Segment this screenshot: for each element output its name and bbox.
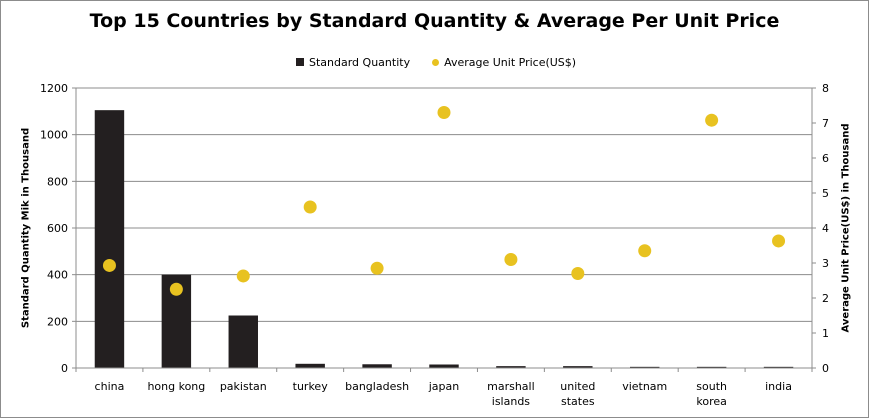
y-right-tick-label: 5: [822, 187, 829, 200]
x-tick-label: united states: [560, 380, 595, 408]
x-tick-label: china: [95, 380, 125, 393]
dot-layer: [102, 106, 786, 296]
chart-legend: Standard Quantity Average Unit Price(US$…: [296, 55, 598, 69]
y-right-tick-label: 2: [822, 292, 829, 305]
legend-entry-price: Average Unit Price(US$): [432, 56, 576, 69]
price-point-pakistan: [236, 269, 250, 283]
bar-united-states: [563, 366, 593, 368]
x-tick-label: hong kong: [147, 380, 205, 393]
y-left-tick-label: 1000: [40, 129, 68, 142]
legend-label-price: Average Unit Price(US$): [444, 55, 577, 69]
bar-bangladesh: [362, 364, 392, 368]
grid-layer: [76, 87, 812, 322]
bar-pakistan: [228, 315, 258, 368]
bar-japan: [429, 364, 459, 368]
y-right-tick-label: 3: [822, 257, 829, 270]
bar-china: [94, 110, 125, 369]
y-right-tick-label: 7: [822, 117, 829, 130]
y-left-tick-label: 0: [61, 362, 68, 375]
price-point-bangladesh: [370, 261, 384, 275]
y-right-tick-label: 1: [822, 327, 829, 340]
tick-layer: 0 200 400 600 800 1000 1200 0 1 2 3 4 5 6 7 8 china hong …: [40, 82, 829, 408]
x-tick-label: south korea: [696, 380, 727, 408]
x-tick-label: turkey: [293, 380, 329, 393]
bar-turkey: [295, 363, 325, 368]
y-left-tick-label: 200: [47, 315, 68, 328]
y-right-tick-label: 4: [822, 222, 829, 235]
legend-label-quantity: Standard Quantity: [309, 55, 411, 69]
price-point-china: [102, 258, 116, 272]
x-tick-label: pakistan: [220, 380, 267, 393]
bar-south-korea: [696, 366, 727, 368]
y-right-tick-label: 8: [822, 82, 829, 95]
x-tick-label: vietnam: [622, 380, 667, 393]
y-left-tick-label: 600: [47, 222, 68, 235]
bar-india: [763, 366, 794, 368]
price-point-japan: [437, 106, 451, 119]
legend-bar-swatch: [296, 58, 304, 66]
y-right-tick-label: 6: [822, 152, 829, 165]
legend-entry-quantity: Standard Quantity: [296, 56, 410, 69]
chart-title: Top 15 Countries by Standard Quantity & …: [89, 10, 780, 32]
bar-vietnam: [630, 366, 660, 368]
price-point-hong-kong: [169, 282, 183, 296]
y-left-tick-label: 800: [47, 175, 68, 188]
bar-layer: [94, 110, 794, 369]
x-tick-label: japan: [428, 380, 460, 393]
price-point-india: [772, 234, 786, 248]
y-left-tick-label: 1200: [40, 82, 68, 95]
x-tick-label: india: [765, 380, 792, 393]
price-point-marshall-islands: [504, 253, 518, 266]
legend-dot-swatch: [432, 58, 440, 66]
bar-marshall-islands: [496, 366, 526, 368]
price-point-united-states: [571, 267, 585, 280]
y-left-tick-label: 400: [47, 269, 68, 282]
x-tick-label: marshall islands: [487, 380, 535, 408]
price-point-south-korea: [705, 113, 719, 127]
price-point-vietnam: [638, 244, 652, 258]
price-point-turkey: [303, 200, 317, 214]
x-tick-label: bangladesh: [345, 380, 409, 393]
y-right-tick-label: 0: [822, 362, 829, 375]
